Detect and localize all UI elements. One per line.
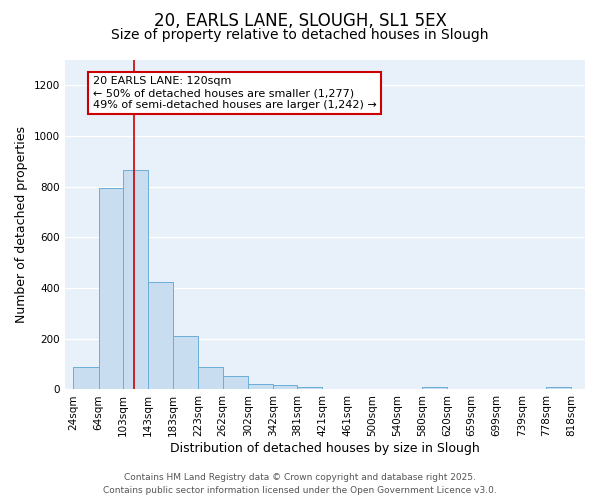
Text: 20 EARLS LANE: 120sqm
← 50% of detached houses are smaller (1,277)
49% of semi-d: 20 EARLS LANE: 120sqm ← 50% of detached …: [93, 76, 377, 110]
Bar: [98, 188, 123, 390]
Bar: [273, 385, 297, 390]
Bar: [297, 387, 322, 390]
Bar: [248, 384, 273, 390]
Bar: [198, 366, 223, 390]
Y-axis label: Number of detached properties: Number of detached properties: [15, 126, 28, 323]
Text: Size of property relative to detached houses in Slough: Size of property relative to detached ho…: [111, 28, 489, 42]
Bar: [223, 376, 248, 390]
Bar: [422, 387, 447, 390]
X-axis label: Distribution of detached houses by size in Slough: Distribution of detached houses by size …: [170, 442, 480, 455]
Bar: [148, 282, 173, 390]
Bar: [546, 387, 571, 390]
Bar: [173, 336, 198, 390]
Bar: [73, 366, 98, 390]
Text: 20, EARLS LANE, SLOUGH, SL1 5EX: 20, EARLS LANE, SLOUGH, SL1 5EX: [154, 12, 446, 30]
Text: Contains HM Land Registry data © Crown copyright and database right 2025.
Contai: Contains HM Land Registry data © Crown c…: [103, 474, 497, 495]
Bar: [123, 170, 148, 390]
